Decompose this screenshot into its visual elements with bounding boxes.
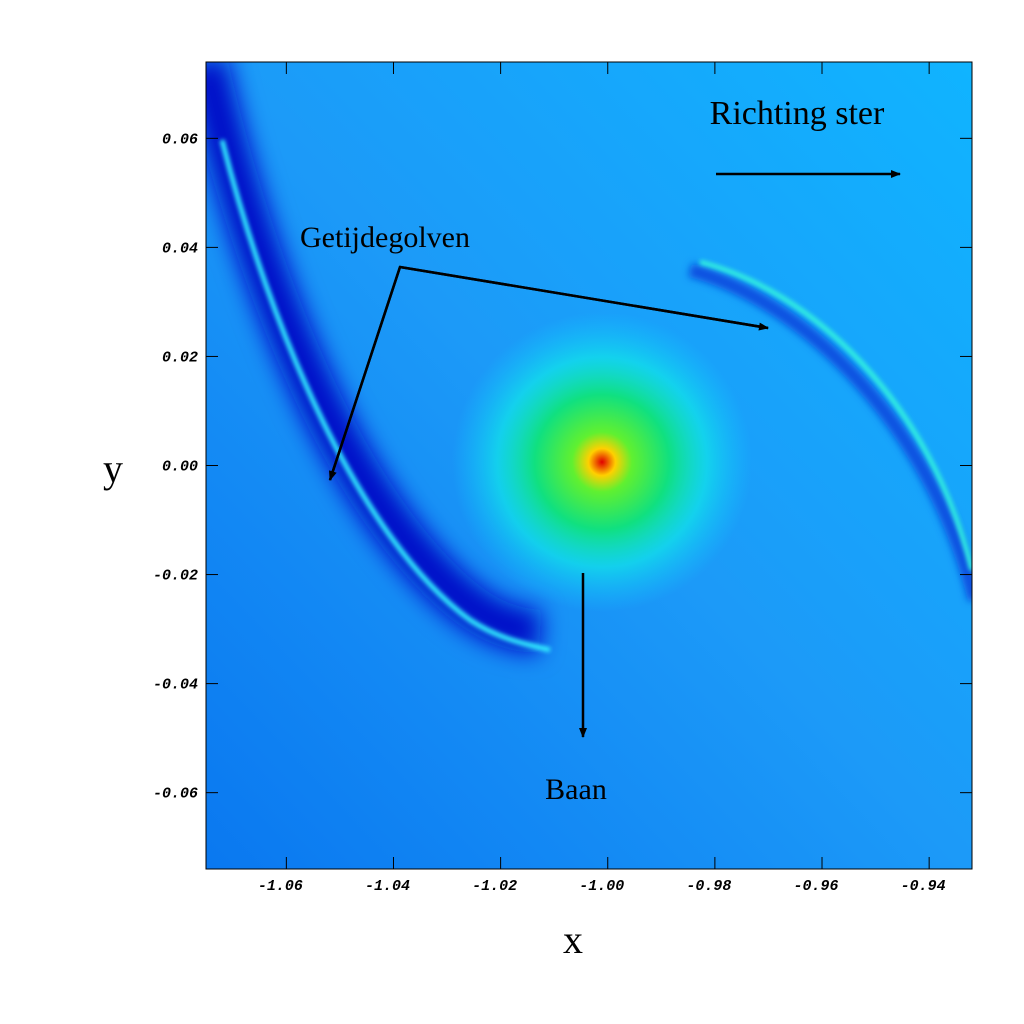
x-tick-label: -1.02 — [472, 878, 517, 895]
x-tick-label: -0.98 — [686, 878, 731, 895]
y-tick-label: 0.06 — [162, 131, 198, 148]
y-tick-label: 0.00 — [162, 459, 198, 476]
field — [206, 62, 972, 869]
dark-wave — [206, 62, 542, 654]
arrow — [328, 266, 402, 481]
annotation: Baan — [545, 773, 607, 806]
arrows — [328, 170, 901, 738]
x-tick-label: -0.96 — [794, 878, 839, 895]
annotation: Getijdegolven — [300, 221, 470, 254]
y-tick-label: -0.04 — [153, 677, 198, 694]
y-axis-label: y — [103, 446, 123, 491]
x-axis-label: x — [563, 917, 583, 962]
arrow — [399, 265, 769, 331]
y-tick-label: -0.02 — [153, 568, 198, 585]
x-tick-label: -1.00 — [579, 878, 624, 895]
right-wave-edge — [699, 259, 972, 571]
y-tick-label: 0.04 — [162, 240, 198, 257]
y-tick-label: -0.06 — [153, 786, 198, 803]
annotation: Richting ster — [710, 95, 885, 132]
x-tick-label: -0.94 — [901, 878, 946, 895]
y-tick-label: 0.02 — [162, 349, 198, 366]
right-wave — [688, 263, 972, 602]
planet-density — [452, 312, 752, 612]
x-tick-label: -1.06 — [258, 878, 303, 895]
x-tick-label: -1.04 — [365, 878, 410, 895]
wave-edge — [219, 139, 551, 653]
